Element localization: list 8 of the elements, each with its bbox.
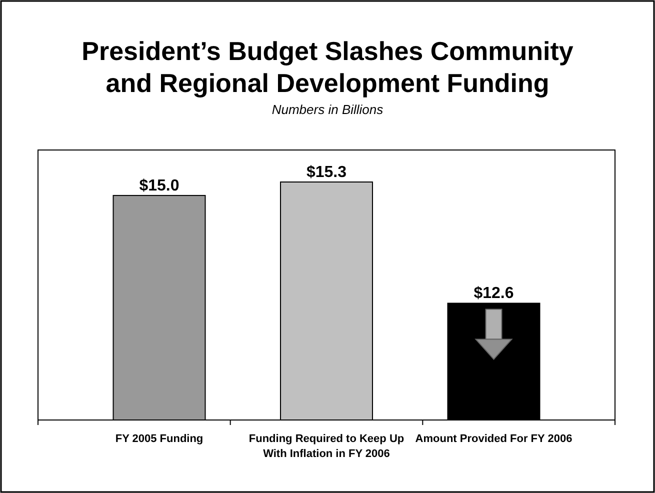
data-label: $12.6 — [474, 285, 514, 302]
x-tick-label: Funding Required to Keep Up With Inflation in FY 2006 — [248, 433, 404, 460]
chart-title: President’s Budget Slashes Community and Regional Development Funding — [82, 36, 574, 98]
chart-subtitle: Numbers in Billions — [272, 102, 384, 117]
data-label: $15.0 — [139, 177, 180, 194]
x-tick-label: FY 2005 Funding — [115, 433, 204, 445]
x-tick-label: Amount Provided For FY 2006 — [415, 433, 572, 445]
data-label: $15.3 — [306, 164, 347, 181]
